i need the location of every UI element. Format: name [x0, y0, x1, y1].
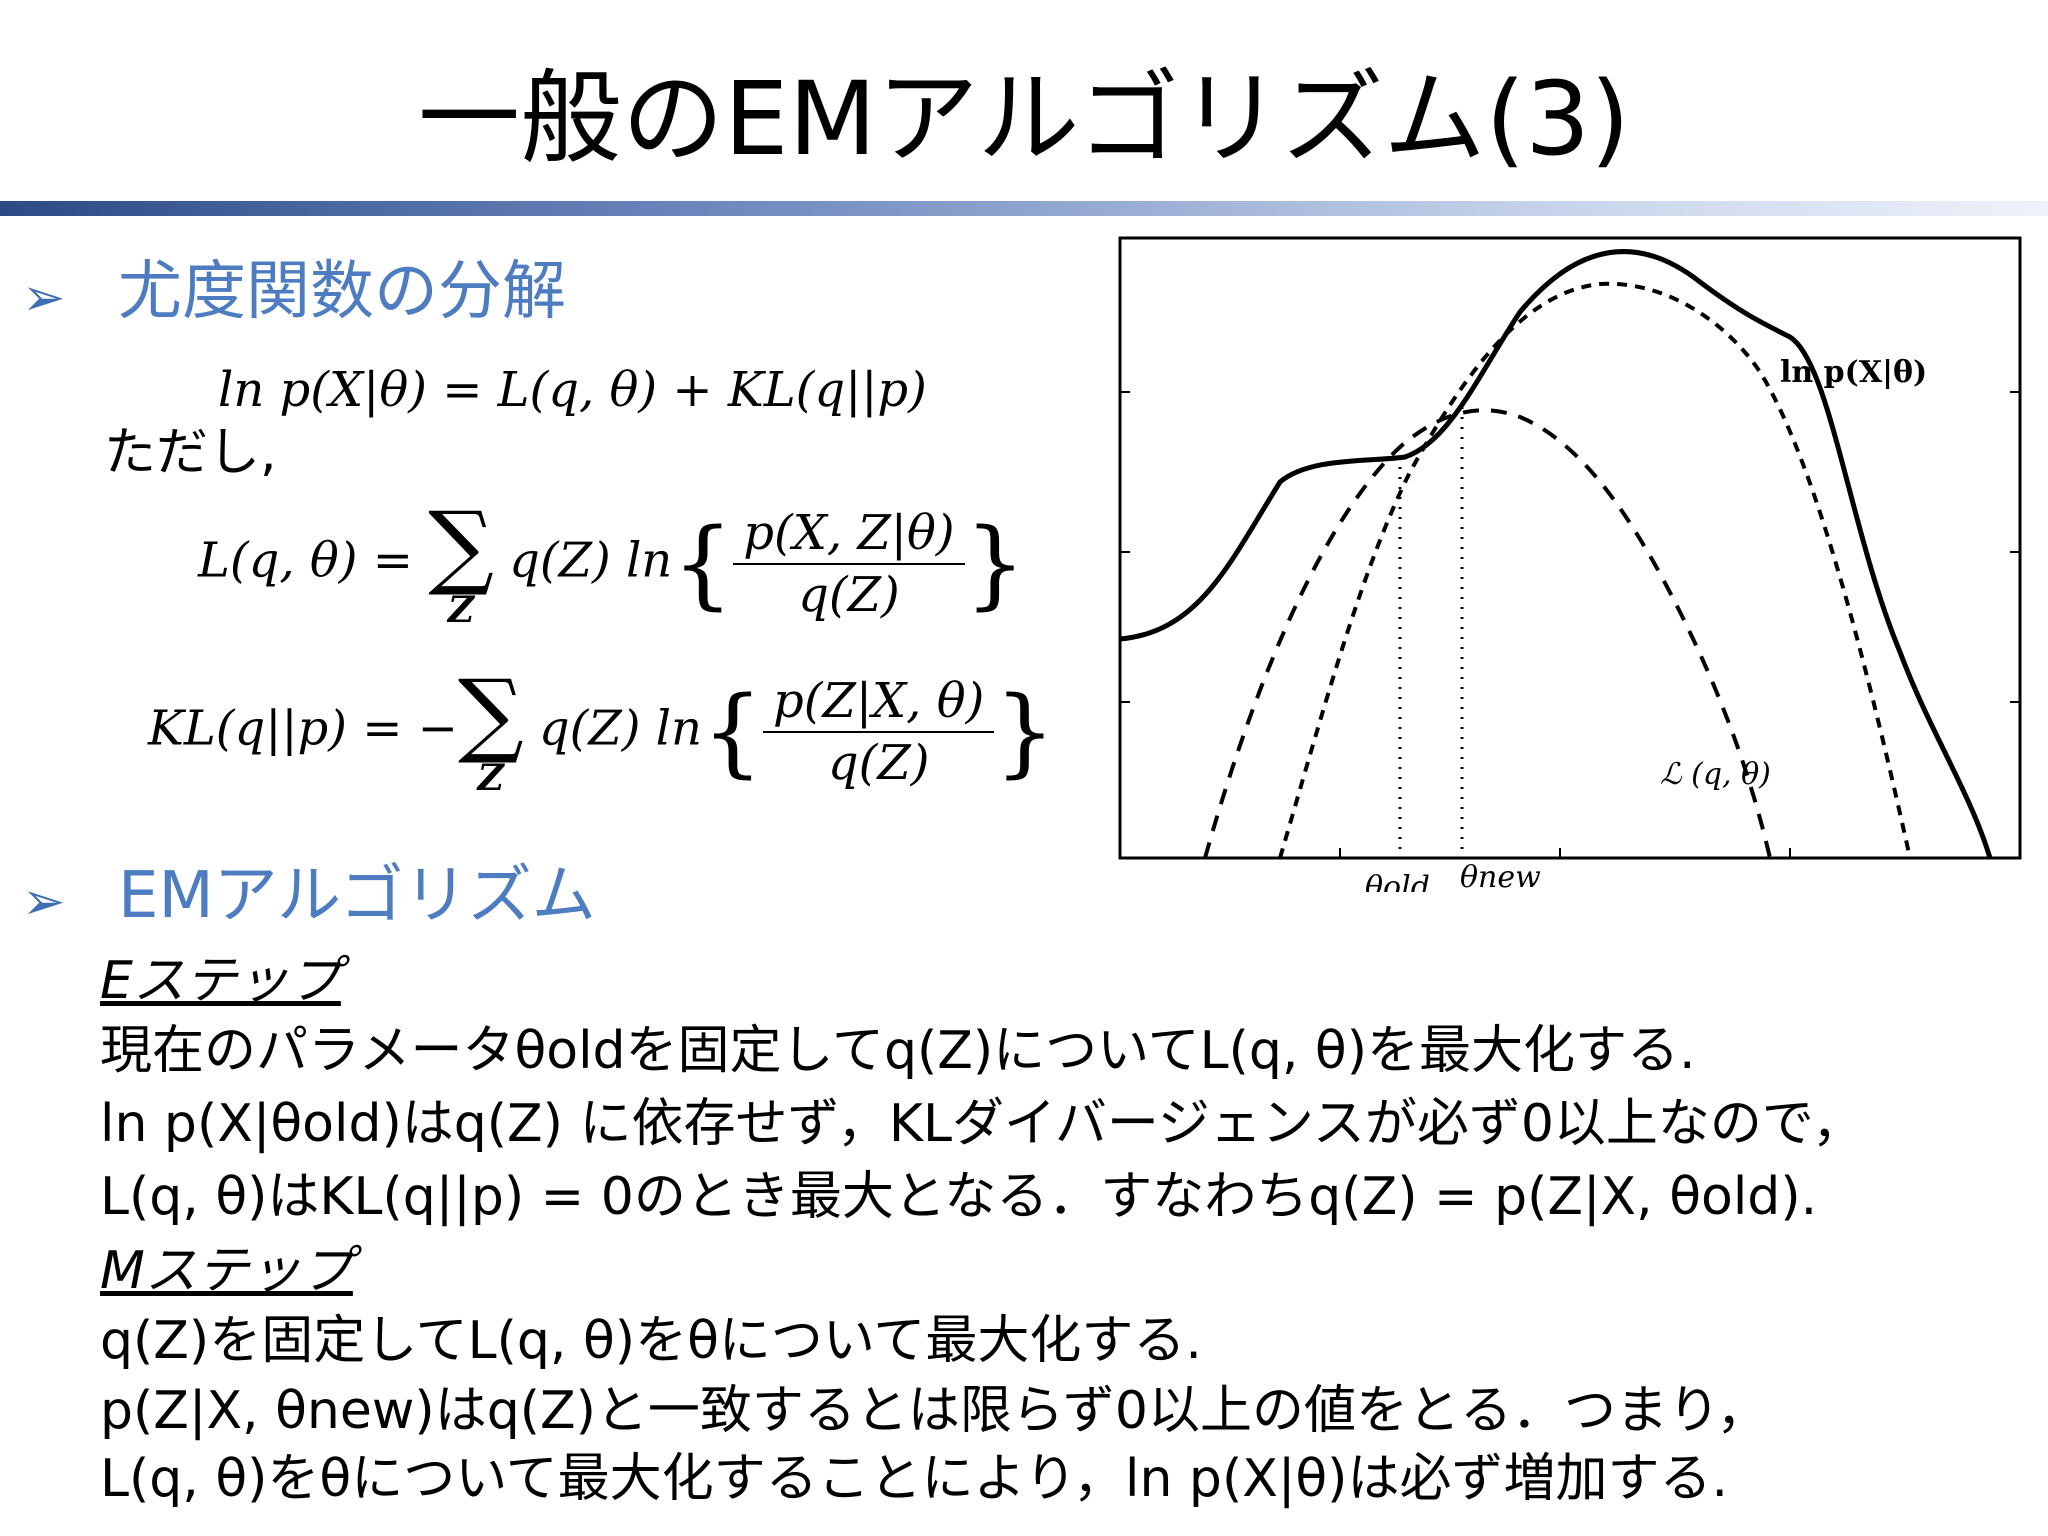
fraction-denominator: q(Z): [827, 735, 930, 791]
estep-line-3: L(q, θ)はKL(q||p) = 0のとき最大となる．すなわちq(Z) = …: [100, 1167, 1818, 1227]
mstep-line-2: p(Z|X, θnew)はq(Z)と一致するとは限らず0以上の値をとる．つまり，: [100, 1381, 1769, 1441]
label-lnp: ln p(X|θ): [1780, 355, 1927, 390]
bullet-icon: ➢: [22, 872, 66, 932]
figure-frame: [1118, 236, 2022, 860]
label-theta-old: θold: [1365, 870, 1430, 892]
sum-subscript: Z: [447, 589, 475, 631]
equation-KL-lhs: KL(q||p) = −: [148, 700, 458, 757]
equation-KL-fraction: p(Z|X, θ) q(Z): [763, 671, 995, 793]
page-title: 一般のEMアルゴリズム(3): [418, 60, 1630, 179]
sum-subscript: Z: [477, 757, 504, 799]
fraction-numerator: p(X, Z|θ): [733, 503, 965, 565]
estep-line-1: 現在のパラメータθoldを固定してq(Z)についてL(q, θ)を最大化する.: [100, 1021, 1696, 1081]
mstep-line-3: L(q, θ)をθについて最大化することにより，ln p(X|θ)は必ず増加する…: [100, 1449, 1729, 1509]
title-rule: [0, 201, 2048, 216]
sum-symbol: ∑ Z: [457, 660, 524, 799]
fraction-denominator: q(Z): [798, 567, 900, 623]
equation-L-term: q(Z) ln: [509, 532, 673, 589]
equation-KL: KL(q||p) = − ∑ Z q(Z) ln{p(Z|X, θ) q(Z)}: [148, 660, 1056, 799]
label-theta-new: θnew: [1460, 860, 1541, 892]
equation-L: L(q, θ) = ∑ Z q(Z) ln{p(X, Z|θ) q(Z)}: [198, 492, 1026, 631]
figure-ticks: [1120, 391, 2020, 858]
curve-lower-bound-old: [1203, 408, 1772, 859]
tadashi-text: ただし,: [104, 423, 277, 483]
bullet-icon: ➢: [22, 268, 66, 328]
equation-L-lhs: L(q, θ) =: [198, 532, 429, 589]
em-illustration-figure: ln p(X|θ) ℒ (q, θ) θold θnew: [1118, 236, 2022, 892]
label-lower-bound: ℒ (q, θ): [1660, 757, 1771, 792]
curve-lower-bound-new: [1278, 281, 1912, 859]
section-heading-likelihood: 尤度関数の分解: [118, 255, 566, 329]
mstep-line-1: q(Z)を固定してL(q, θ)をθについて最大化する.: [100, 1311, 1202, 1371]
curve-lnp: [1119, 249, 1993, 859]
equation-L-fraction: p(X, Z|θ) q(Z): [733, 503, 965, 625]
equation-KL-term: q(Z) ln: [538, 700, 702, 757]
mstep-title: Mステップ: [100, 1241, 353, 1301]
equation-decomposition: ln p(X|θ) = L(q, θ) + KL(q||p): [218, 362, 927, 418]
section-heading-em: EMアルゴリズム: [118, 859, 596, 933]
sum-symbol: ∑ Z: [428, 492, 494, 631]
estep-title: Eステップ: [100, 951, 341, 1011]
fraction-numerator: p(Z|X, θ): [763, 671, 995, 733]
estep-line-2: ln p(X|θold)はq(Z) に依存せず，KLダイバージェンスが必ず0以上…: [100, 1094, 1864, 1154]
